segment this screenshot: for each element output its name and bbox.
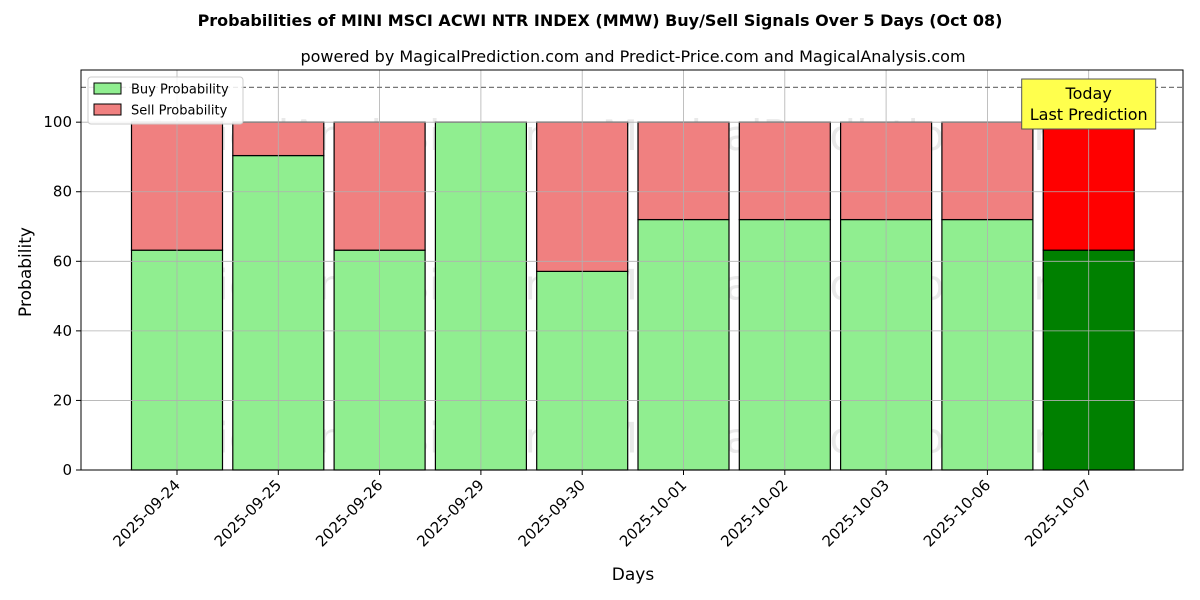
annotation-box bbox=[1021, 78, 1157, 130]
x-tick-label: 2025-09-30 bbox=[515, 476, 589, 550]
x-tick-label: 2025-10-07 bbox=[1021, 476, 1095, 550]
legend-swatch bbox=[93, 82, 122, 95]
chart-subtitle: powered by MagicalPrediction.com and Pre… bbox=[300, 47, 965, 66]
legend-label: Buy Probability bbox=[131, 83, 229, 98]
y-tick-label: 60 bbox=[53, 252, 72, 270]
x-tick-label: 2025-09-25 bbox=[211, 476, 285, 550]
x-tick-label: 2025-09-26 bbox=[312, 476, 386, 550]
y-tick-label: 40 bbox=[53, 322, 72, 340]
legend-box bbox=[87, 76, 244, 125]
x-tick-label: 2025-10-01 bbox=[616, 476, 690, 550]
y-tick-label: 100 bbox=[43, 113, 72, 131]
plot-area: MagicalAnalysis.comMagicalPrediction.com… bbox=[43, 69, 1184, 550]
y-axis-label: Probability bbox=[16, 227, 36, 317]
x-axis-label: Days bbox=[612, 565, 655, 585]
y-tick-label: 80 bbox=[53, 183, 72, 201]
plot-frame bbox=[80, 69, 1184, 471]
x-tick-label: 2025-09-29 bbox=[413, 476, 487, 550]
y-tick-label: 20 bbox=[53, 391, 72, 409]
chart-title: Probabilities of MINI MSCI ACWI NTR INDE… bbox=[198, 11, 1003, 30]
legend-swatch bbox=[93, 103, 122, 116]
legend-label: Sell Probability bbox=[131, 104, 228, 119]
x-tick-label: 2025-10-03 bbox=[819, 476, 893, 550]
annotation-line2: Last Prediction bbox=[1030, 105, 1148, 124]
x-tick-label: 2025-10-02 bbox=[717, 476, 791, 550]
x-tick-label: 2025-10-06 bbox=[920, 476, 994, 550]
x-tick-label: 2025-09-24 bbox=[109, 476, 183, 550]
annotation-line1: Today bbox=[1065, 84, 1112, 103]
legend: Buy Probability Sell Probability bbox=[87, 76, 244, 125]
y-tick-label: 0 bbox=[62, 461, 72, 479]
